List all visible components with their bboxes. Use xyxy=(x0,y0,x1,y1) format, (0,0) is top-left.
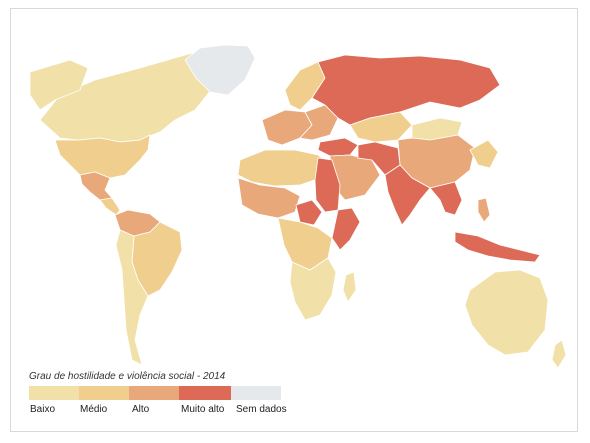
region-kazakhstan xyxy=(349,111,413,143)
region-philippines xyxy=(477,197,491,223)
region-india xyxy=(384,164,431,226)
legend-label-alto: Alto xyxy=(132,404,150,415)
region-east-asia xyxy=(469,139,499,169)
legend-label-sem-dados: Sem dados xyxy=(236,404,287,415)
legend-label-muito-alto: Muito alto xyxy=(181,404,225,415)
region-greenland xyxy=(184,44,256,96)
legend-swatch-medio xyxy=(79,386,129,400)
region-southern-africa xyxy=(289,257,337,321)
region-russia xyxy=(311,54,501,126)
legend-swatch-muito-alto xyxy=(179,386,231,400)
region-usa xyxy=(54,134,151,179)
region-andes xyxy=(115,229,149,366)
region-central-america xyxy=(99,197,121,216)
legend-label-baixo: Baixo xyxy=(30,404,56,415)
region-horn-of-africa xyxy=(331,207,361,251)
legend-title: Grau de hostilidade e violência social -… xyxy=(29,371,226,382)
region-madagascar xyxy=(342,271,357,303)
region-scandinavia xyxy=(284,61,326,111)
region-western-europe xyxy=(261,109,313,146)
region-southeast-asia xyxy=(429,181,463,216)
legend-swatch-sem-dados xyxy=(231,386,281,400)
region-indonesia xyxy=(454,231,541,263)
legend-swatch-alto xyxy=(129,386,179,400)
region-west-africa xyxy=(237,177,301,219)
region-australia xyxy=(464,269,549,356)
region-egypt-sudan xyxy=(314,157,341,213)
region-new-zealand xyxy=(551,339,567,369)
region-turkey-caucasus xyxy=(317,137,359,157)
region-alaska xyxy=(29,59,89,111)
region-nigeria xyxy=(295,199,323,226)
legend-label-medio: Médio xyxy=(80,404,108,415)
legend-swatch-baixo xyxy=(29,386,79,400)
